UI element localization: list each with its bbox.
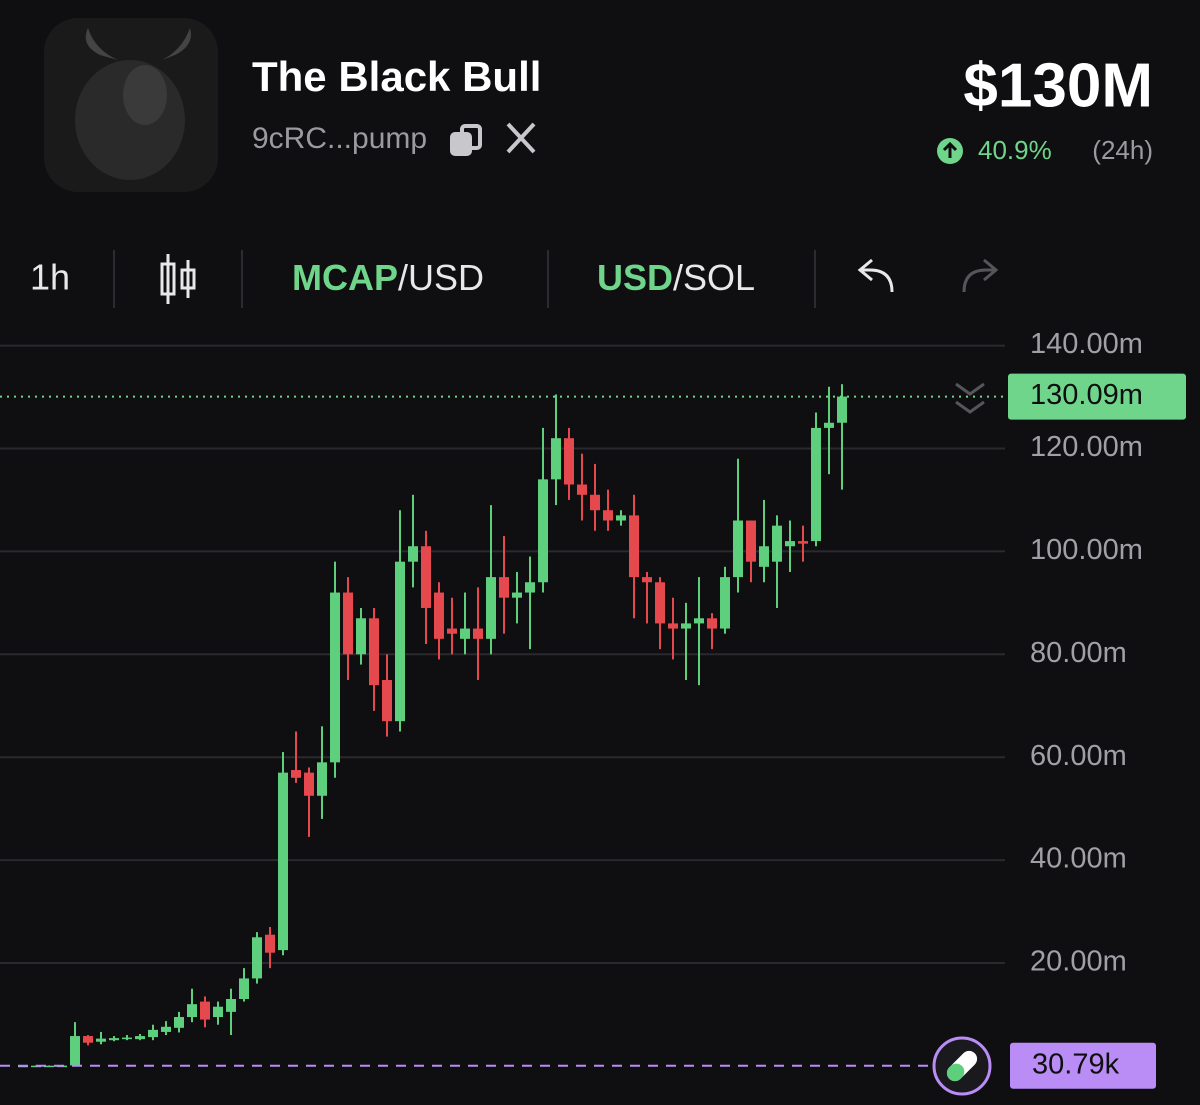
base-price-label: 30.79k xyxy=(1032,1048,1120,1080)
candle-body xyxy=(343,592,353,655)
interval-button[interactable]: 1h xyxy=(30,257,70,298)
change-period: (24h) xyxy=(1092,135,1153,165)
candle-body xyxy=(213,1006,223,1018)
candle-body xyxy=(837,396,847,423)
candle-body xyxy=(187,1004,197,1018)
token-address: 9cRC...pump xyxy=(252,122,427,155)
candle-body xyxy=(551,438,561,480)
candle-body xyxy=(759,546,769,567)
candle-body xyxy=(382,680,392,722)
y-tick-label: 80.00m xyxy=(1030,637,1127,669)
copy-icon[interactable] xyxy=(450,124,482,156)
candle-body xyxy=(278,772,288,951)
base-price-badge xyxy=(1010,1042,1156,1089)
candle-body xyxy=(434,592,444,639)
candle-body xyxy=(772,525,782,562)
candle-body xyxy=(512,592,522,598)
undo-button[interactable] xyxy=(857,258,894,293)
candle-body xyxy=(252,937,262,979)
candle-body xyxy=(811,427,821,542)
y-tick-label: 40.00m xyxy=(1030,843,1127,875)
x-link-icon[interactable] xyxy=(506,122,536,154)
candle-body xyxy=(174,1017,184,1028)
candle-body xyxy=(733,520,743,578)
candle-body xyxy=(226,999,236,1012)
change-percent: 40.9% xyxy=(978,135,1052,165)
current-price-label: 130.09m xyxy=(1030,379,1143,411)
y-tick-label: 120.00m xyxy=(1030,431,1143,463)
y-tick-label: 100.00m xyxy=(1030,534,1143,566)
candle-body xyxy=(408,546,418,562)
y-tick-label: 20.00m xyxy=(1030,946,1127,978)
candle-body xyxy=(668,623,678,629)
candle-body xyxy=(330,592,340,763)
candle-body xyxy=(109,1038,119,1041)
candle-body xyxy=(447,628,457,634)
candle-body xyxy=(395,561,405,722)
candle-body xyxy=(616,515,626,521)
current-price-badge xyxy=(1008,373,1186,420)
candle-body xyxy=(525,582,535,593)
mode-active: MCAP xyxy=(292,257,398,298)
candle-body xyxy=(486,577,496,639)
token-name: The Black Bull xyxy=(252,53,541,100)
candle-body xyxy=(135,1036,145,1040)
candle-body xyxy=(577,484,587,495)
candle-body xyxy=(785,541,795,547)
mode-inactive: /USD xyxy=(398,257,484,298)
candle-body xyxy=(681,623,691,629)
candle-body xyxy=(161,1026,171,1032)
candle-body xyxy=(96,1038,106,1042)
currency-active: USD xyxy=(597,257,673,298)
mode-toggle[interactable]: MCAP/USD xyxy=(292,257,484,298)
candle-body xyxy=(707,618,717,629)
candle-body xyxy=(239,978,249,1000)
candle-body xyxy=(473,628,483,639)
y-tick-label: 60.00m xyxy=(1030,740,1127,772)
candle-body xyxy=(83,1036,93,1043)
candle-body xyxy=(655,582,665,624)
candle-body xyxy=(265,934,275,953)
candle-body xyxy=(603,510,613,521)
candle-body xyxy=(304,772,314,796)
chart: 140.00m 120.00m 100.00m 80.00m 60.00m 40.00m 2… xyxy=(0,328,1186,1089)
currency-toggle[interactable]: USD/SOL xyxy=(597,257,755,298)
candle-body xyxy=(798,541,808,544)
avatar[interactable] xyxy=(44,18,218,192)
chart-type-icon[interactable] xyxy=(160,254,196,304)
candle-body xyxy=(499,577,509,598)
up-arrow-icon xyxy=(937,138,963,164)
market-cap: $130M xyxy=(963,51,1153,120)
candle-body xyxy=(538,479,548,583)
y-tick-label: 140.00m xyxy=(1030,328,1143,360)
candle-body xyxy=(694,618,704,624)
candle-body xyxy=(720,577,730,629)
candle-body xyxy=(746,520,756,562)
candle-body xyxy=(642,577,652,583)
candle-body xyxy=(200,1001,210,1020)
candle-body xyxy=(824,422,834,428)
candle-body xyxy=(369,618,379,686)
candle-body xyxy=(356,618,366,655)
candle-body xyxy=(590,494,600,511)
redo-button[interactable] xyxy=(962,258,999,293)
candle-body xyxy=(70,1036,80,1066)
candle-body xyxy=(421,546,431,608)
candle-body xyxy=(317,762,327,796)
candle-body xyxy=(629,515,639,578)
candle-body xyxy=(564,438,574,485)
candle-body xyxy=(291,770,301,778)
collapse-icon[interactable] xyxy=(955,382,985,414)
currency-inactive: /SOL xyxy=(673,257,755,298)
candle-body xyxy=(460,628,470,639)
candle-body xyxy=(122,1037,132,1040)
candle-body xyxy=(148,1029,158,1038)
pill-icon[interactable] xyxy=(932,1036,992,1096)
candle-body xyxy=(44,1065,54,1068)
